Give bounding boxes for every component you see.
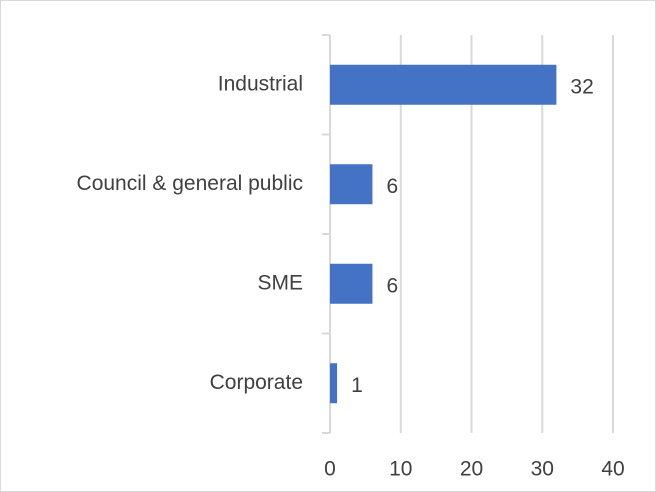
data-label: 6 [386,175,398,198]
bar [330,164,373,205]
y-tick-label: Industrial [218,72,303,95]
bar [330,263,373,304]
y-tick-label: Corporate [210,371,303,394]
data-label: 6 [386,274,398,297]
x-tick-label: 40 [601,458,624,481]
bar [330,64,557,105]
data-label: 1 [351,374,363,397]
bar [330,363,338,404]
x-tick-label: 0 [324,458,336,481]
x-tick-label: 30 [531,458,554,481]
y-tick-label: SME [257,271,303,294]
x-tick-label: 20 [460,458,483,481]
x-tick-label: 10 [389,458,412,481]
y-tick-label: Council & general public [77,172,303,195]
data-label: 32 [570,75,593,98]
